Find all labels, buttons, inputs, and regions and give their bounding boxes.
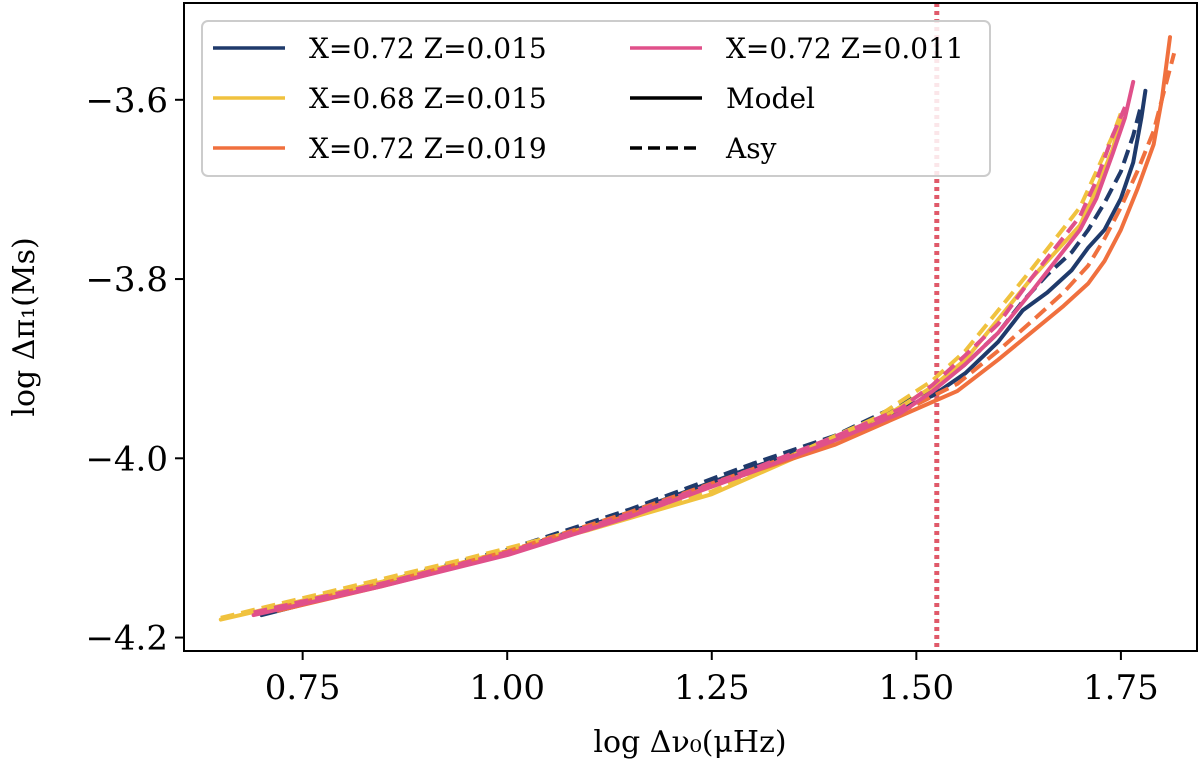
series-layer <box>218 35 1177 622</box>
x-tick-label: 0.75 <box>265 668 341 708</box>
legend-label: X=0.68 Z=0.015 <box>309 82 547 115</box>
y-tick-label: −3.8 <box>85 260 168 300</box>
x-tick-label: 1.75 <box>1083 668 1159 708</box>
legend-entry: Model <box>630 82 815 115</box>
legend-entry: X=0.68 Z=0.015 <box>213 82 547 115</box>
x-axis-label: log Δν₀(μHz) <box>593 725 786 760</box>
legend-entry: X=0.72 Z=0.011 <box>630 32 964 65</box>
legend-frame <box>201 20 991 177</box>
legend-label: Model <box>726 82 815 115</box>
series-1-asy-line <box>261 103 1144 615</box>
legend-entry: X=0.72 Z=0.015 <box>213 32 547 65</box>
y-tick-label: −4.0 <box>85 439 168 479</box>
x-axis: 0.75 1.00 1.25 1.50 1.75 <box>265 651 1159 708</box>
legend-entry: Asy <box>630 132 777 165</box>
legend-label: X=0.72 Z=0.019 <box>309 132 547 165</box>
legend: X=0.72 Z=0.015 X=0.68 Z=0.015 X=0.72 Z=0.0… <box>201 20 991 177</box>
x-tick-label: 1.25 <box>674 668 750 708</box>
x-tick-label: 1.00 <box>469 668 545 708</box>
x-tick-label: 1.50 <box>878 668 954 708</box>
series-4 <box>251 79 1136 618</box>
legend-label: Asy <box>725 132 777 165</box>
y-axis: −4.2 −4.0 −3.8 −3.6 <box>85 81 184 659</box>
series-2 <box>218 112 1123 622</box>
y-tick-label: −3.6 <box>85 81 168 121</box>
series-4-asy-line <box>253 106 1127 615</box>
legend-label: X=0.72 Z=0.011 <box>726 32 964 65</box>
series-4-model-line <box>251 79 1136 618</box>
y-axis-label: log Δπ₁(Ms) <box>7 237 42 416</box>
y-tick-label: −4.2 <box>85 619 168 659</box>
plot-frame <box>183 2 1198 652</box>
legend-entry: X=0.72 Z=0.019 <box>213 132 547 165</box>
legend-label: X=0.72 Z=0.015 <box>309 32 547 65</box>
series-2-asy-line <box>220 112 1123 620</box>
